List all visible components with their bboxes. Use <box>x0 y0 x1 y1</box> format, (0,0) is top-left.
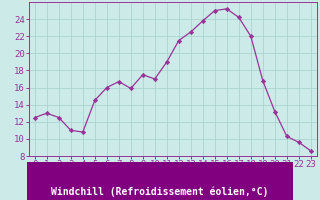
Text: Windchill (Refroidissement éolien,°C): Windchill (Refroidissement éolien,°C) <box>51 187 269 197</box>
